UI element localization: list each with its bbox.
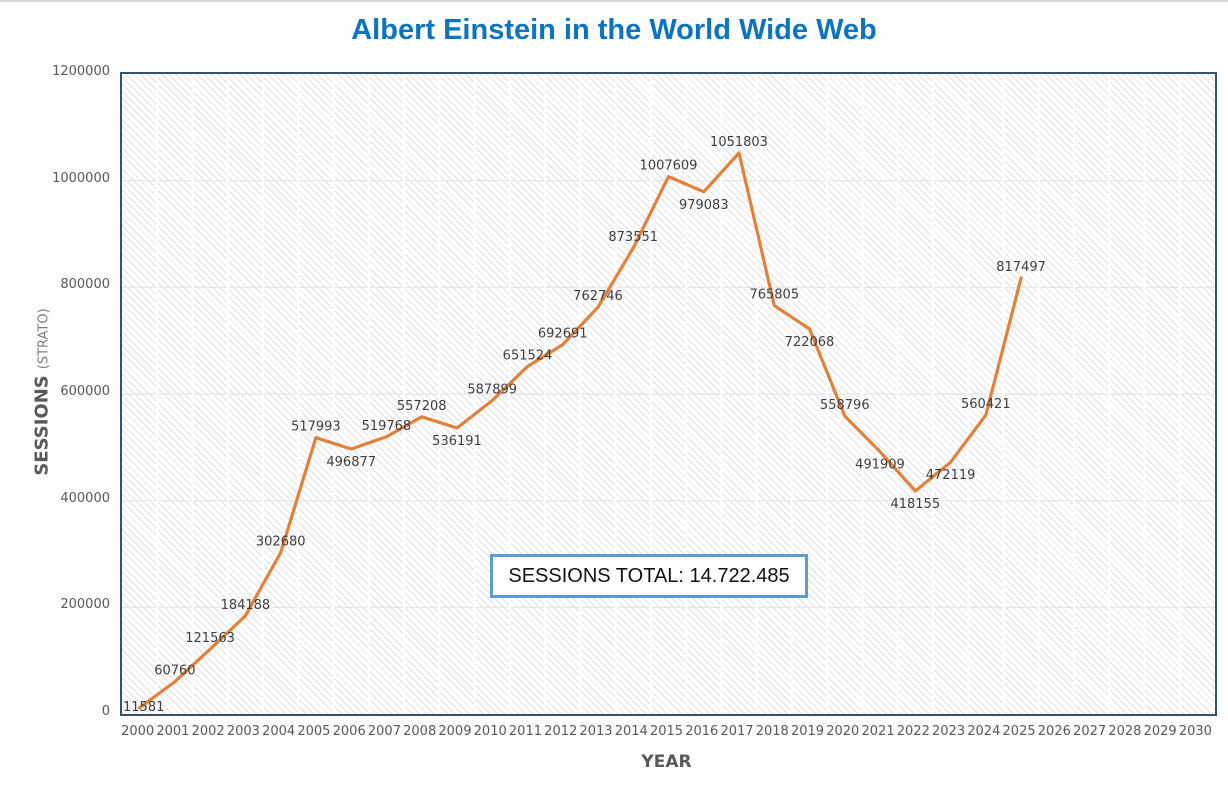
x-tick-label: 2002 (191, 724, 225, 739)
data-label: 121563 (185, 631, 235, 646)
data-label: 692691 (538, 327, 588, 342)
data-label: 558796 (820, 398, 870, 413)
sessions-total-text: SESSIONS TOTAL: 14.722.485 (508, 564, 790, 587)
data-label: 418155 (890, 497, 940, 512)
x-tick-label: 2004 (262, 724, 296, 739)
x-tick-label: 2027 (1073, 724, 1107, 739)
x-tick-label: 2005 (297, 724, 331, 739)
x-tick-label: 2018 (755, 724, 789, 739)
x-tick-label: 2024 (967, 724, 1001, 739)
data-label: 1007609 (640, 159, 698, 174)
x-tick-label: 2010 (473, 724, 507, 739)
x-tick-label: 2022 (896, 724, 930, 739)
data-label: 184188 (221, 598, 271, 613)
data-label: 302680 (256, 535, 306, 550)
y-tick-label: 600000 (60, 384, 110, 399)
x-axis-title: YEAR (641, 752, 692, 772)
x-tick-label: 2019 (790, 724, 825, 739)
x-tick-label: 2012 (544, 724, 578, 739)
x-tick-label: 2030 (1178, 724, 1212, 739)
x-tick-label: 2020 (826, 724, 860, 739)
x-tick-label: 2013 (579, 724, 613, 739)
data-label: 519768 (362, 419, 412, 434)
data-label: 60760 (154, 664, 195, 679)
data-label: 1051803 (710, 135, 768, 150)
data-label: 762746 (573, 289, 623, 304)
sessions-total-box: SESSIONS TOTAL: 14.722.485 (490, 554, 808, 598)
x-tick-label: 2029 (1143, 724, 1177, 739)
x-tick-label: 2025 (1002, 724, 1036, 739)
y-tick-label: 1200000 (52, 64, 110, 79)
x-tick-label: 2007 (367, 724, 401, 739)
x-tick-label: 2017 (720, 724, 754, 739)
data-label: 873551 (608, 230, 658, 245)
x-tick-label: 2011 (508, 724, 542, 739)
data-label: 817497 (996, 260, 1046, 275)
plot-area: 11581 60760 121563 184188 302680 517993 496877… (120, 72, 1217, 716)
x-tick-label: 2008 (403, 724, 437, 739)
data-label: 496877 (326, 455, 376, 470)
y-axis-title-suffix: (STRATO) (36, 308, 52, 370)
sessions-line-series (138, 151, 1023, 710)
data-label: 472119 (926, 468, 976, 483)
chart-title: Albert Einstein in the World Wide Web (351, 14, 877, 46)
x-tick-label: 2028 (1108, 724, 1142, 739)
x-tick-label: 2015 (649, 724, 684, 739)
data-label: 651524 (503, 349, 553, 364)
y-tick-label: 200000 (60, 597, 110, 613)
x-tick-label: 2001 (156, 724, 190, 739)
x-tick-label: 2016 (685, 724, 719, 739)
x-tick-label: 2000 (121, 724, 155, 739)
x-tick-label: 2003 (226, 724, 260, 739)
data-label: 11581 (123, 700, 164, 715)
x-tick-label: 2014 (614, 724, 648, 739)
line-chart: 11581 60760 121563 184188 302680 517993 496877… (122, 74, 1215, 715)
x-tick-label: 2009 (438, 724, 472, 739)
x-tick-label: 2026 (1037, 724, 1071, 739)
y-tick-label: 0 (101, 704, 110, 719)
data-label: 722068 (785, 335, 835, 350)
data-label: 491909 (855, 458, 905, 473)
y-tick-label: 400000 (60, 490, 110, 506)
data-label: 979083 (679, 198, 729, 213)
x-tick-label: 2023 (932, 724, 966, 739)
data-label: 765805 (749, 288, 799, 303)
data-label: 557208 (397, 399, 447, 414)
data-label: 560421 (961, 397, 1011, 412)
y-tick-label: 1000000 (52, 170, 110, 186)
x-tick-label: 2021 (861, 724, 895, 739)
data-label: 587899 (467, 383, 517, 398)
data-label: 536191 (432, 434, 482, 449)
data-label: 517993 (291, 420, 341, 435)
y-tick-label: 800000 (60, 277, 110, 293)
x-tick-label: 2006 (332, 724, 366, 739)
